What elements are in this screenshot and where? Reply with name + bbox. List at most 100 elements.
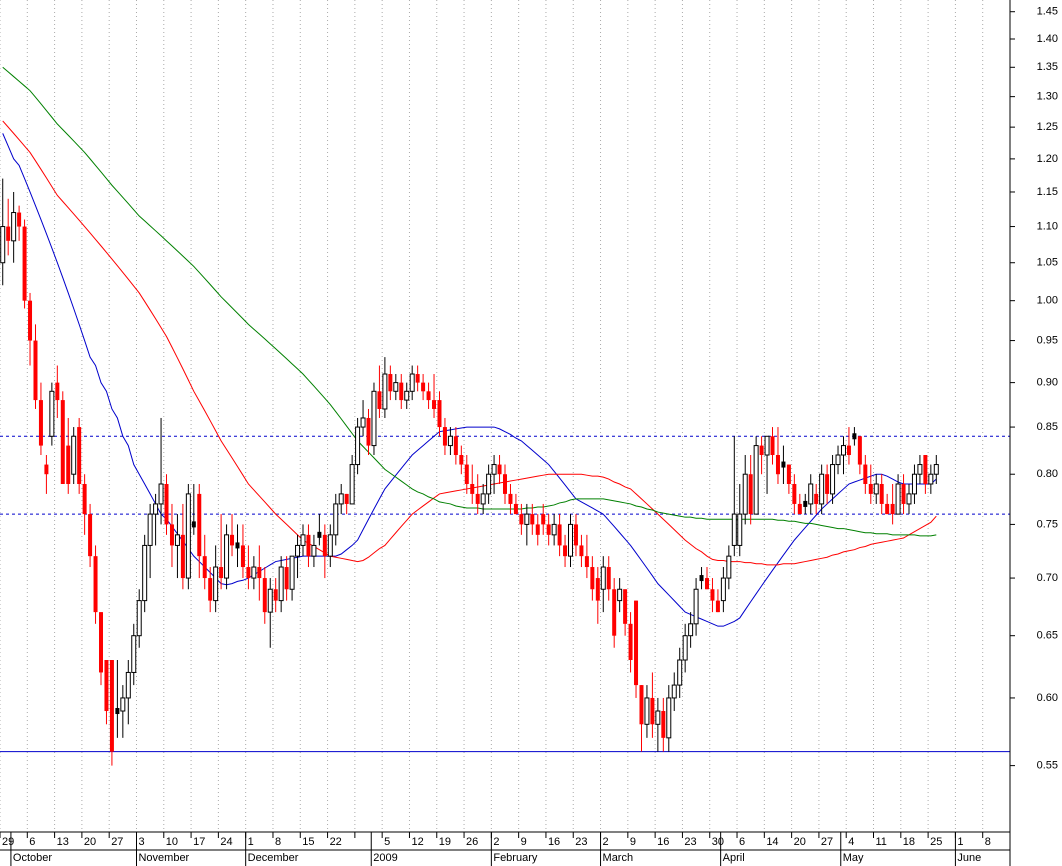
y-tick-label: 1.05 — [1037, 257, 1058, 269]
candle-body — [764, 435, 770, 456]
candle-body — [819, 473, 825, 505]
y-tick-label: 0.80 — [1037, 468, 1058, 480]
candle-body — [213, 566, 219, 602]
x-tick-label: 9 — [521, 836, 527, 848]
candle-body — [557, 524, 562, 546]
x-tick-label: 10 — [166, 836, 178, 848]
candle-body — [300, 534, 306, 546]
x-tick-label: 14 — [766, 836, 778, 848]
x-tick-label: 8 — [275, 836, 281, 848]
x-tick-label: 2 — [493, 836, 499, 848]
candle-body — [470, 483, 475, 494]
candle-body — [688, 623, 694, 637]
candle-body — [202, 556, 207, 579]
candle-body — [480, 493, 486, 505]
candle-body — [404, 390, 410, 401]
x-tick-label: 19 — [439, 836, 451, 848]
candle-body — [22, 226, 27, 301]
candle-body — [125, 671, 131, 699]
candle-body — [382, 373, 388, 410]
candle-body — [759, 445, 764, 456]
candle-body — [503, 474, 507, 494]
y-tick-label: 1.20 — [1037, 153, 1058, 165]
candle-body — [360, 417, 366, 428]
candle-body — [606, 567, 611, 590]
candle-body — [393, 382, 399, 392]
candle-body — [153, 503, 159, 515]
month-label: November — [138, 852, 189, 864]
x-tick-label: 6 — [29, 836, 35, 848]
x-tick-label: 8 — [985, 836, 991, 848]
x-tick-label: 22 — [330, 836, 342, 848]
average-line — [2, 120, 937, 566]
candle-body — [895, 483, 901, 515]
month-label: March — [603, 852, 634, 864]
candle-body — [852, 433, 857, 440]
candle-body — [437, 400, 442, 428]
candle-body — [131, 635, 137, 673]
candle-body — [835, 454, 841, 466]
candle-body — [169, 524, 174, 546]
candle-body — [185, 493, 191, 579]
candle-body — [781, 461, 786, 468]
candle-body — [235, 542, 240, 549]
x-tick-label: 25 — [930, 836, 942, 848]
candle-body — [720, 577, 726, 602]
candle-body — [535, 524, 540, 535]
candle-body — [923, 455, 928, 484]
candle-body — [639, 685, 644, 725]
candle-body — [508, 493, 513, 504]
y-tick-label: 0.95 — [1037, 334, 1058, 346]
candle-body — [868, 483, 873, 494]
candle-body — [99, 612, 103, 673]
candle-body — [333, 503, 339, 536]
x-tick-label: 20 — [84, 836, 96, 848]
candle-body — [459, 455, 464, 465]
candle-body — [497, 464, 502, 475]
candle-body — [71, 435, 77, 475]
candle-body — [546, 524, 551, 535]
x-tick-label: 23 — [684, 836, 696, 848]
x-tick-label: 15 — [302, 836, 314, 848]
candle-body — [38, 400, 43, 446]
candle-body — [682, 635, 688, 661]
candle-body — [797, 503, 802, 515]
x-tick-label: 27 — [111, 836, 123, 848]
x-tick-label: 3 — [138, 836, 144, 848]
candle-body — [197, 493, 202, 557]
y-tick-label: 1.35 — [1037, 61, 1058, 73]
candle-body — [267, 588, 273, 613]
candle-body — [715, 600, 720, 613]
candle-body — [863, 464, 868, 484]
candle-body — [491, 464, 497, 475]
candle-body — [77, 427, 82, 484]
candle-body — [699, 575, 704, 582]
candle-body — [158, 483, 164, 505]
month-label: May — [843, 852, 864, 864]
candle-body — [705, 578, 709, 590]
candle-body — [208, 578, 213, 601]
candle-body — [464, 464, 469, 484]
x-tick-label: 16 — [548, 836, 560, 848]
candle-body — [830, 464, 836, 495]
candle-body — [136, 600, 142, 637]
candle-body — [600, 566, 606, 590]
candle-body — [88, 514, 93, 557]
candle-body — [377, 391, 382, 409]
x-tick-label: 23 — [575, 836, 587, 848]
candle-body — [33, 340, 38, 401]
candle-body — [327, 534, 333, 557]
candle-body — [180, 534, 185, 579]
candle-body — [475, 493, 480, 504]
candle-body — [415, 374, 420, 383]
candle-body — [311, 544, 317, 557]
candle-body — [906, 493, 912, 505]
x-tick-label: 30 — [712, 836, 724, 848]
average-line — [2, 133, 937, 627]
candle-body — [251, 566, 257, 579]
candle-body — [409, 373, 415, 392]
x-tick-label: 27 — [821, 836, 833, 848]
candle-body — [879, 483, 884, 504]
x-tick-label: 9 — [630, 836, 636, 848]
